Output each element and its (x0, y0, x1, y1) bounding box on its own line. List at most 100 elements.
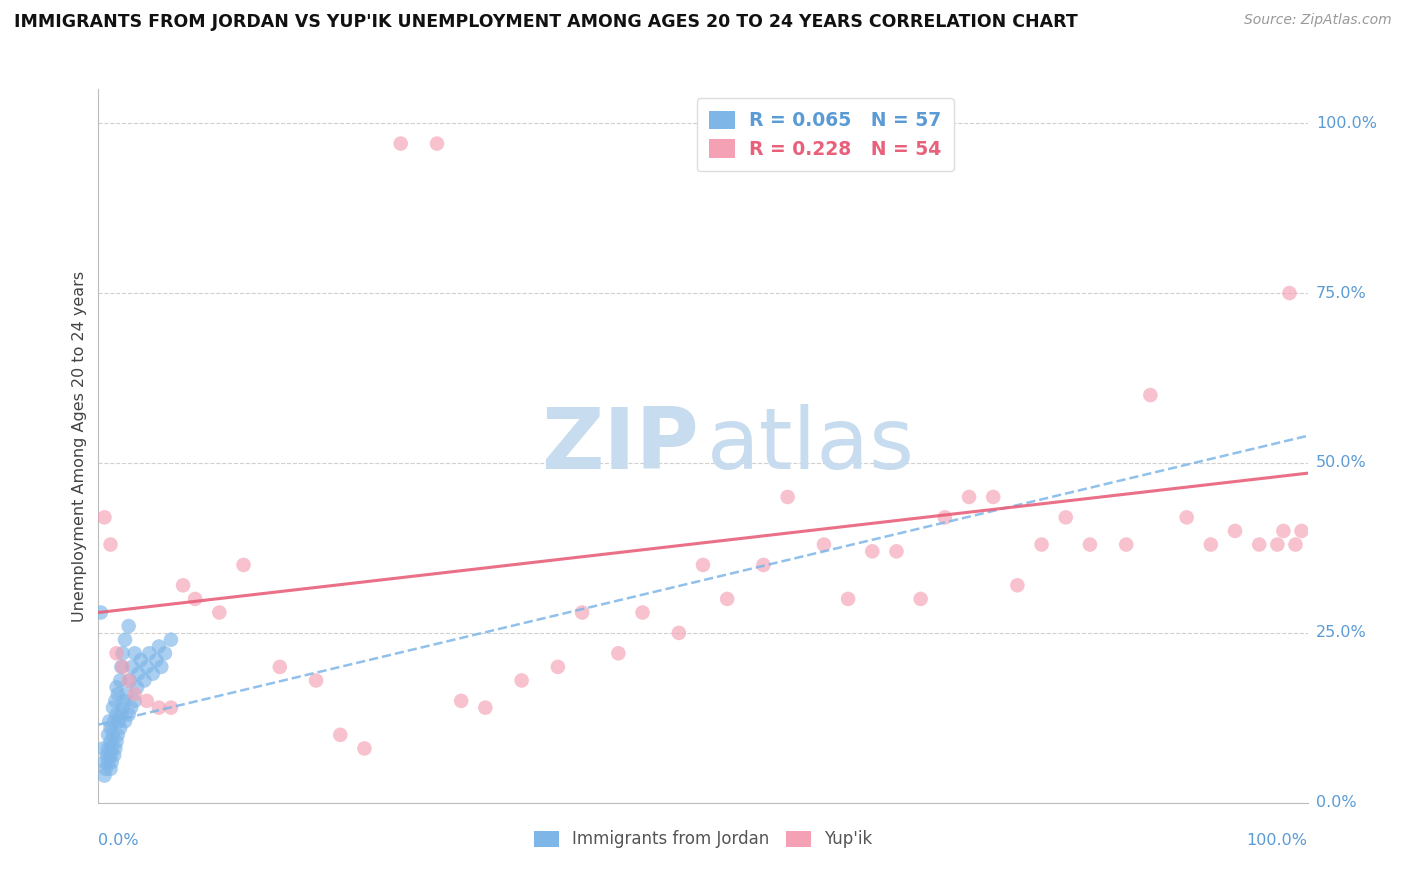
Point (160, 700, 183, 714)
Point (93, 769, 115, 783)
Point (111, 660, 134, 674)
Point (474, 700, 496, 714)
Point (1272, 524, 1295, 538)
Point (124, 687, 146, 701)
Point (1223, 524, 1246, 538)
Text: 50.0%: 50.0% (1316, 456, 1367, 470)
Point (860, 544, 883, 558)
Point (1031, 537, 1053, 551)
Point (813, 537, 835, 551)
Point (97, 728, 120, 742)
Point (1249, 537, 1271, 551)
Point (127, 680, 149, 694)
Point (101, 700, 124, 714)
Text: ZIP: ZIP (541, 404, 699, 488)
Point (1199, 537, 1222, 551)
Point (127, 666, 149, 681)
Point (1007, 578, 1029, 592)
Text: 75.0%: 75.0% (1316, 285, 1367, 301)
Point (172, 578, 194, 592)
Point (97, 741, 120, 756)
Point (111, 646, 134, 660)
Point (668, 626, 690, 640)
Point (607, 646, 630, 660)
Point (142, 666, 165, 681)
Point (91, 741, 114, 756)
Point (105, 707, 128, 722)
Y-axis label: Unemployment Among Ages 20 to 24 years: Unemployment Among Ages 20 to 24 years (72, 270, 87, 622)
Point (120, 700, 142, 714)
Point (153, 646, 176, 660)
Point (837, 591, 859, 606)
Point (100, 537, 122, 551)
Point (776, 490, 799, 504)
Point (121, 660, 143, 674)
Point (716, 591, 738, 606)
Point (105, 680, 128, 694)
Point (114, 632, 136, 647)
Point (1267, 537, 1289, 551)
Point (100, 734, 122, 748)
Point (101, 728, 124, 742)
Point (981, 490, 1004, 504)
Point (934, 510, 956, 524)
Point (118, 707, 141, 722)
Point (90, 606, 112, 620)
Point (160, 632, 183, 647)
Point (353, 741, 375, 756)
Point (108, 714, 131, 729)
Point (1139, 388, 1161, 402)
Point (148, 640, 170, 654)
Text: Source: ZipAtlas.com: Source: ZipAtlas.com (1244, 13, 1392, 28)
Point (100, 748, 122, 763)
Point (118, 673, 141, 688)
Point (124, 646, 146, 660)
Point (107, 728, 129, 742)
Point (148, 700, 170, 714)
Point (1054, 510, 1077, 524)
Point (1291, 524, 1313, 538)
Point (114, 714, 136, 729)
Point (135, 694, 157, 708)
Point (135, 660, 157, 674)
Point (134, 673, 156, 688)
Point (547, 660, 569, 674)
Point (450, 694, 472, 708)
Text: 100.0%: 100.0% (1247, 833, 1308, 848)
Point (105, 646, 128, 660)
Point (105, 734, 128, 748)
Point (1284, 537, 1306, 551)
Point (107, 687, 129, 701)
Point (124, 694, 146, 708)
Point (184, 591, 207, 606)
Point (104, 741, 127, 756)
Point (510, 673, 533, 688)
Point (111, 700, 134, 714)
Point (138, 646, 160, 660)
Point (100, 755, 122, 769)
Text: 100.0%: 100.0% (1316, 116, 1376, 131)
Point (118, 619, 141, 633)
Point (269, 660, 291, 674)
Point (108, 721, 131, 735)
Text: IMMIGRANTS FROM JORDAN VS YUP'IK UNEMPLOYMENT AMONG AGES 20 TO 24 YEARS CORRELAT: IMMIGRANTS FROM JORDAN VS YUP'IK UNEMPLO… (14, 13, 1078, 31)
Point (100, 721, 122, 735)
Point (108, 673, 131, 688)
Point (112, 694, 135, 708)
Point (1078, 537, 1101, 551)
Point (150, 660, 173, 674)
Point (100, 741, 122, 756)
Point (957, 490, 980, 504)
Text: 25.0%: 25.0% (1316, 625, 1367, 640)
Point (426, 136, 449, 151)
Point (100, 762, 122, 776)
Point (1175, 510, 1198, 524)
Point (692, 558, 714, 572)
Point (103, 748, 125, 763)
Point (1278, 286, 1301, 301)
Point (93, 510, 115, 524)
Point (389, 136, 412, 151)
Point (104, 694, 127, 708)
Point (208, 606, 231, 620)
Point (631, 606, 654, 620)
